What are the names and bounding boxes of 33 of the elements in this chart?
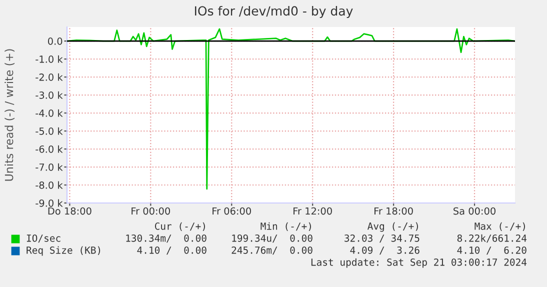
x-tick-label: Sa 00:00	[454, 207, 496, 215]
x-tick-label: Do 18:00	[48, 207, 92, 215]
y-tick-label: -9.0 k	[36, 199, 63, 207]
y-tick-label: -4.0 k	[36, 109, 63, 117]
text: 130.34m/ 0.00	[126, 234, 206, 243]
y-tick-label: -1.0 k	[36, 55, 63, 63]
y-tick-label: -3.0 k	[36, 91, 63, 99]
text: 4.09 / 3.26	[350, 246, 420, 255]
y-tick-label: -8.0 k	[36, 181, 63, 189]
y-tick-label: -5.0 k	[36, 127, 63, 135]
text: Max (-/+)	[474, 222, 525, 231]
text: Cur (-/+)	[154, 222, 205, 231]
legend-label: Req Size (KB)	[26, 246, 100, 256]
x-tick-label: Fr 18:00	[374, 207, 413, 215]
text: Min (-/+)	[260, 222, 311, 231]
text: 245.76m/ 0.00	[232, 246, 312, 255]
x-tick-label: Fr 06:00	[212, 207, 251, 215]
text: 199.34u/ 0.00	[232, 234, 312, 243]
x-tick-label: Fr 00:00	[132, 207, 170, 215]
y-axis-title: Units read (-) / write (+)	[4, 49, 15, 181]
text: 4.10 / 6.20	[457, 246, 526, 255]
chart-title: IOs for /dev/md0 - by day	[195, 6, 353, 18]
y-tick-label: -2.0 k	[36, 73, 63, 81]
legend-label: IO/sec	[26, 234, 60, 243]
text: 4.10 / 0.00	[137, 246, 206, 255]
x-tick-label: Fr 12:00	[294, 207, 332, 215]
text: Avg (-/+)	[368, 222, 418, 232]
y-tick-label: -7.0 k	[36, 163, 63, 171]
y-tick-label: 0.0	[48, 38, 62, 45]
text: 8.22k/661.24	[457, 234, 527, 243]
y-tick-label: -6.0 k	[36, 145, 63, 153]
text: 32.03 / 34.75	[344, 234, 420, 243]
text: Last update: Sat Sep 21 03:00:17 2024	[311, 258, 527, 268]
